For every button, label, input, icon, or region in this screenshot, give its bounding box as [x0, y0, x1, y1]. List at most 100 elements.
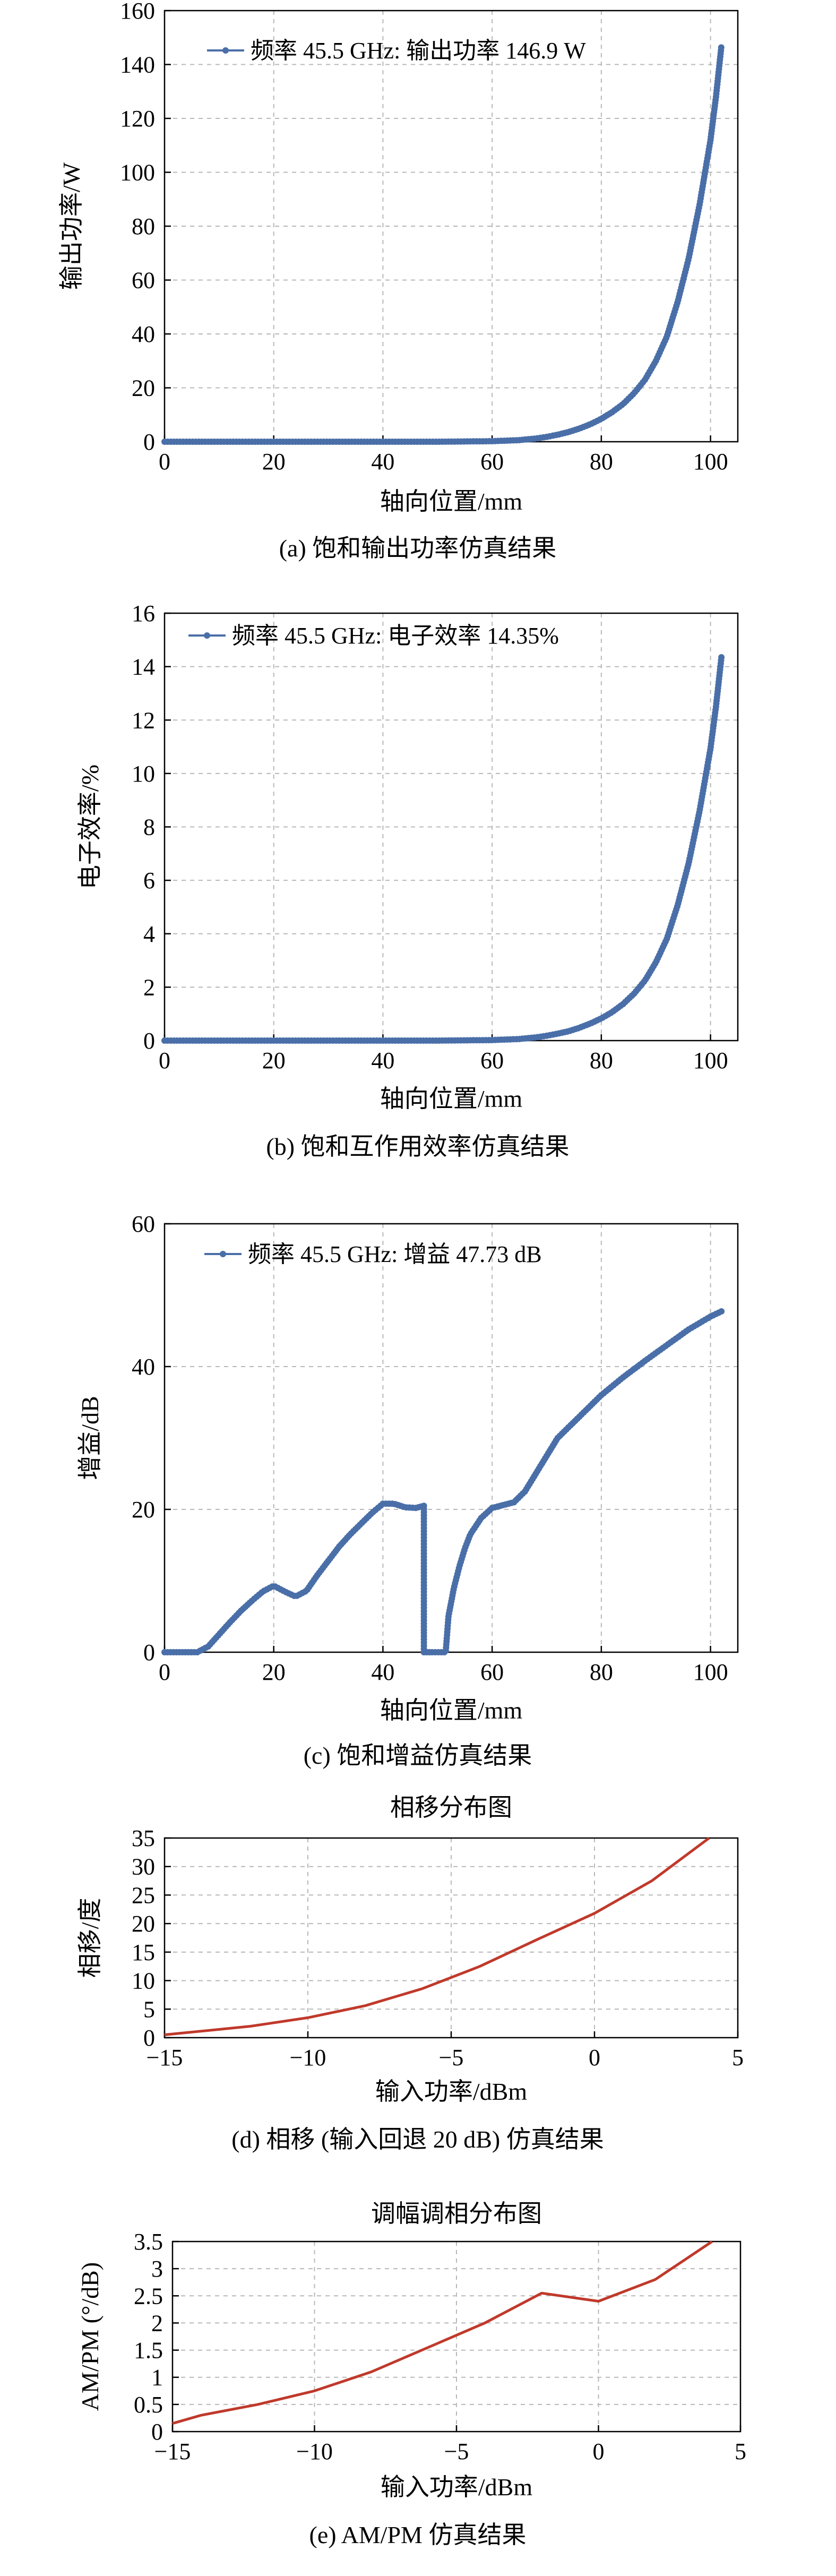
- series-1: [161, 654, 725, 1044]
- data-point: [718, 654, 725, 660]
- y-tick-label: 12: [132, 707, 155, 733]
- y-axis-label: 电子效率/%: [76, 765, 104, 889]
- chart-title: 相移分布图: [390, 1794, 512, 1821]
- y-axis-label: 增益/dB: [76, 1396, 104, 1480]
- x-tick-label: −5: [444, 2438, 469, 2465]
- x-tick-label: 40: [371, 1659, 394, 1685]
- x-tick-label: −10: [290, 2045, 326, 2071]
- x-tick-label: 80: [590, 1047, 613, 1074]
- y-tick-label: 120: [120, 106, 155, 132]
- x-tick-label: 60: [480, 449, 504, 475]
- y-tick-label: 2: [143, 974, 155, 1000]
- x-tick-label: 5: [735, 2438, 746, 2465]
- series-line: [165, 657, 723, 1042]
- figure-caption: (c) 饱和增益仿真结果: [304, 1742, 532, 1769]
- y-tick-label: 80: [132, 213, 155, 239]
- series-line: [172, 2240, 713, 2425]
- x-tick-label: −15: [146, 2045, 183, 2071]
- x-tick-label: 0: [589, 2045, 600, 2071]
- y-tick-label: 6: [143, 868, 155, 894]
- x-axis-label: 轴向位置/mm: [380, 488, 523, 515]
- series-1: [161, 44, 725, 445]
- y-tick-label: 60: [132, 268, 155, 294]
- y-tick-label: 40: [132, 321, 155, 347]
- chart-panel-2: 0 20 40 60 80 100 0 2 4 6 8 10 12 14 16 轴向位置/mm 电子效率/% (b…: [76, 600, 739, 1160]
- chart-panel-4: −15 −10 −5 0 505101520253035输入功率/dBm相移/度相移分布…: [76, 1794, 744, 2153]
- x-tick-label: 100: [693, 1047, 728, 1074]
- figure-caption: (e) AM/PM 仿真结果: [309, 2521, 527, 2548]
- y-tick-label: 8: [143, 814, 155, 840]
- series-1: [172, 2240, 713, 2425]
- y-tick-label: 0: [143, 1028, 155, 1054]
- y-tick-label: 0.5: [134, 2392, 163, 2418]
- x-axis-label: 轴向位置/mm: [380, 1697, 523, 1724]
- x-tick-label: 20: [262, 449, 286, 475]
- chart-panel-1: 0 20 40 60 80 100 0 20 40 60 80 100 120 140 160 轴向位置/mm…: [58, 0, 739, 562]
- figure-caption: (b) 饱和互作用效率仿真结果: [266, 1133, 569, 1160]
- plot-frame: [163, 1837, 739, 2039]
- x-tick-label: 60: [480, 1047, 504, 1074]
- legend-marker-swatch: [222, 47, 229, 54]
- y-tick-label: 10: [132, 1968, 155, 1994]
- x-axis-label: 轴向位置/mm: [380, 1085, 523, 1112]
- x-tick-label: 0: [159, 1047, 170, 1074]
- y-tick-label: 15: [132, 1939, 155, 1965]
- x-tick-label: 5: [732, 2045, 744, 2071]
- y-tick-label: 160: [120, 0, 155, 24]
- legend-label: 频率 45.5 GHz: 增益 47.73 dB: [248, 1241, 542, 1267]
- y-axis-label: 输出功率/W: [58, 162, 85, 290]
- x-tick-label: −5: [439, 2045, 464, 2071]
- series-1: [164, 1836, 710, 2037]
- y-tick-label: 2: [151, 2310, 163, 2336]
- figure-caption: (d) 相移 (输入回退 20 dB) 仿真结果: [231, 2126, 604, 2153]
- chart-title: 调幅调相分布图: [371, 2200, 542, 2227]
- y-tick-label: 35: [132, 1825, 155, 1851]
- x-tick-label: 100: [693, 449, 728, 475]
- x-tick-label: −15: [154, 2438, 191, 2465]
- y-tick-label: 3: [151, 2256, 163, 2282]
- x-tick-label: 100: [693, 1659, 728, 1685]
- chart-panel-3: 0 20 40 60 80 100 0 20 40 60 轴向位置/mm 增益/dB (c) 饱和增益仿…: [76, 1211, 739, 1769]
- x-axis-label: 输入功率/dBm: [375, 2078, 527, 2105]
- series-1: [161, 1308, 725, 1655]
- y-tick-label: 100: [120, 160, 155, 186]
- x-tick-label: −10: [296, 2438, 333, 2465]
- y-tick-label: 3.5: [134, 2229, 163, 2255]
- y-tick-label: 4: [143, 921, 155, 947]
- y-tick-label: 20: [132, 1497, 155, 1523]
- y-tick-label: 0: [143, 2025, 155, 2051]
- y-tick-label: 0: [151, 2419, 163, 2445]
- x-tick-label: 20: [262, 1659, 286, 1685]
- legend-label: 频率 45.5 GHz: 输出功率 146.9 W: [251, 38, 586, 64]
- x-tick-label: 0: [593, 2438, 605, 2465]
- y-tick-label: 0: [143, 1639, 155, 1665]
- series-line: [165, 46, 723, 443]
- legend: 频率 45.5 GHz: 增益 47.73 dB: [204, 1241, 542, 1267]
- legend-marker-swatch: [220, 1251, 226, 1257]
- y-tick-label: 2.5: [134, 2283, 163, 2309]
- legend-marker-swatch: [204, 632, 210, 639]
- y-tick-label: 20: [132, 1911, 155, 1937]
- data-point: [718, 44, 725, 51]
- y-tick-label: 20: [132, 375, 155, 401]
- y-tick-label: 5: [143, 1996, 155, 2022]
- data-point: [718, 1308, 725, 1315]
- y-tick-label: 140: [120, 52, 155, 78]
- y-tick-label: 0: [143, 429, 155, 455]
- y-tick-label: 40: [132, 1354, 155, 1380]
- x-tick-label: 0: [159, 1659, 170, 1685]
- legend: 频率 45.5 GHz: 电子效率 14.35%: [188, 623, 559, 649]
- x-tick-label: 20: [262, 1047, 286, 1074]
- x-axis-label: 输入功率/dBm: [381, 2474, 532, 2501]
- x-tick-label: 60: [480, 1659, 504, 1685]
- legend: 频率 45.5 GHz: 输出功率 146.9 W: [207, 38, 586, 64]
- figure-caption: (a) 饱和输出功率仿真结果: [279, 535, 557, 562]
- y-tick-label: 60: [132, 1211, 155, 1237]
- y-tick-label: 1.5: [134, 2338, 163, 2364]
- legend-label: 频率 45.5 GHz: 电子效率 14.35%: [232, 623, 559, 649]
- y-tick-label: 1: [151, 2365, 163, 2391]
- chart-panel-5: −15 −10 −5 0 500.511.522.533.5输入功率/dBmAM/PM …: [76, 2200, 746, 2548]
- x-tick-label: 0: [159, 449, 170, 475]
- x-tick-label: 80: [590, 449, 613, 475]
